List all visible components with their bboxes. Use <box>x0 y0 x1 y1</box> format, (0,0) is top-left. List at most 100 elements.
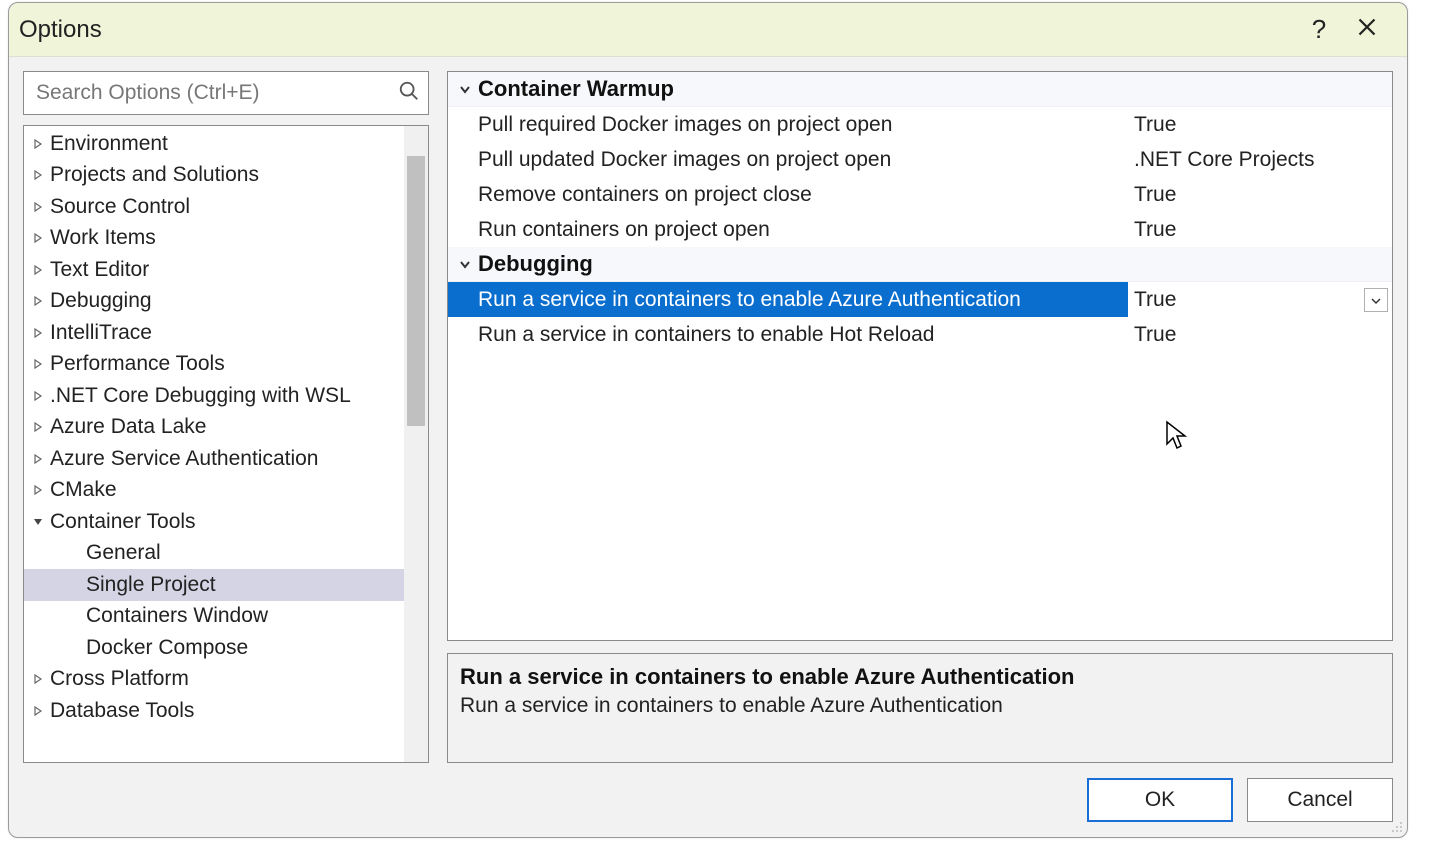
caret-right-icon <box>30 139 46 149</box>
help-button[interactable]: ? <box>1295 6 1343 54</box>
grid-cell-name: Pull updated Docker images on project op… <box>448 142 1128 177</box>
caret-right-icon <box>30 170 46 180</box>
caret-right-icon <box>30 265 46 275</box>
description-panel: Run a service in containers to enable Az… <box>447 653 1393 763</box>
tree-item[interactable]: Database Tools <box>24 695 428 727</box>
tree-item-label: Azure Data Lake <box>50 415 206 439</box>
description-title: Run a service in containers to enable Az… <box>460 664 1380 690</box>
chevron-down-icon <box>454 257 476 271</box>
tree-child-item[interactable]: Single Project <box>24 569 428 601</box>
tree-item-label: Containers Window <box>86 604 268 628</box>
tree-scrollbar-thumb[interactable] <box>407 156 425 426</box>
caret-right-icon <box>30 422 46 432</box>
caret-right-icon <box>30 454 46 464</box>
tree-item-label: Database Tools <box>50 699 194 723</box>
ok-button-label: OK <box>1145 788 1175 812</box>
tree-item-label: Projects and Solutions <box>50 163 259 187</box>
tree-item[interactable]: IntelliTrace <box>24 317 428 349</box>
tree-child-item[interactable]: Containers Window <box>24 601 428 633</box>
caret-down-icon <box>30 517 46 527</box>
tree-item-label: Environment <box>50 132 168 156</box>
tree-item[interactable]: Work Items <box>24 223 428 255</box>
tree-item[interactable]: .NET Core Debugging with WSL <box>24 380 428 412</box>
grid-group-title: Container Warmup <box>478 76 674 102</box>
close-button[interactable] <box>1343 6 1391 54</box>
grid-cell-name: Run a service in containers to enable Ho… <box>448 317 1128 352</box>
grid-row[interactable]: Pull updated Docker images on project op… <box>448 142 1392 177</box>
tree-item[interactable]: Debugging <box>24 286 428 318</box>
ok-button[interactable]: OK <box>1087 778 1233 822</box>
tree-item-label: .NET Core Debugging with WSL <box>50 384 351 408</box>
grid-cell-value[interactable]: True <box>1128 107 1392 142</box>
caret-right-icon <box>30 391 46 401</box>
grid-row[interactable]: Remove containers on project closeTrue <box>448 177 1392 212</box>
grid-cell-value[interactable]: True <box>1128 212 1392 247</box>
right-column: Container Warmup Pull required Docker ima… <box>447 71 1393 763</box>
property-grid: Container Warmup Pull required Docker ima… <box>447 71 1393 641</box>
caret-right-icon <box>30 233 46 243</box>
tree-item-label: Work Items <box>50 226 156 250</box>
dropdown-button[interactable] <box>1364 288 1388 312</box>
tree-item[interactable]: Azure Data Lake <box>24 412 428 444</box>
tree-item[interactable]: Container Tools <box>24 506 428 538</box>
caret-right-icon <box>30 674 46 684</box>
grid-cell-name: Pull required Docker images on project o… <box>448 107 1128 142</box>
help-icon: ? <box>1312 14 1326 45</box>
tree-item[interactable]: Performance Tools <box>24 349 428 381</box>
left-column: Environment Projects and Solutions Source … <box>23 71 429 763</box>
grid-cell-value[interactable]: True <box>1128 317 1392 352</box>
grid-cell-value[interactable]: True <box>1128 177 1392 212</box>
window-title: Options <box>19 16 102 44</box>
tree-item[interactable]: Source Control <box>24 191 428 223</box>
tree-item[interactable]: CMake <box>24 475 428 507</box>
cancel-button[interactable]: Cancel <box>1247 778 1393 822</box>
cancel-button-label: Cancel <box>1287 788 1352 812</box>
grid-row[interactable]: Run containers on project openTrue <box>448 212 1392 247</box>
tree-item-label: IntelliTrace <box>50 321 152 345</box>
grid-row[interactable]: Run a service in containers to enable Ho… <box>448 317 1392 352</box>
search-box[interactable] <box>23 71 429 115</box>
tree-item-label: Source Control <box>50 195 190 219</box>
tree-item-label: CMake <box>50 478 117 502</box>
grid-group-header[interactable]: Container Warmup <box>448 72 1392 107</box>
dialog-body: Environment Projects and Solutions Source … <box>9 57 1407 763</box>
tree-item[interactable]: Text Editor <box>24 254 428 286</box>
caret-right-icon <box>30 202 46 212</box>
tree-child-item[interactable]: Docker Compose <box>24 632 428 664</box>
grid-group-title: Debugging <box>478 251 593 277</box>
grid-cell-name: Remove containers on project close <box>448 177 1128 212</box>
grid-cell-name: Run a service in containers to enable Az… <box>448 282 1128 317</box>
chevron-down-icon <box>454 82 476 96</box>
caret-right-icon <box>30 296 46 306</box>
tree-item[interactable]: Azure Service Authentication <box>24 443 428 475</box>
grid-row[interactable]: Pull required Docker images on project o… <box>448 107 1392 142</box>
caret-right-icon <box>30 359 46 369</box>
search-icon <box>398 80 420 107</box>
resize-grip[interactable] <box>1389 819 1403 833</box>
tree-item-label: Single Project <box>86 573 216 597</box>
tree-item[interactable]: Projects and Solutions <box>24 160 428 192</box>
options-dialog: Options ? Environment Projects and Soluti… <box>8 2 1408 838</box>
description-text: Run a service in containers to enable Az… <box>460 694 1380 718</box>
grid-cell-value[interactable]: True <box>1128 282 1392 317</box>
close-icon <box>1357 17 1377 43</box>
tree-item-label: Docker Compose <box>86 636 248 660</box>
tree-item-label: Azure Service Authentication <box>50 447 319 471</box>
grid-cell-value[interactable]: .NET Core Projects <box>1128 142 1392 177</box>
nav-tree: Environment Projects and Solutions Source … <box>23 125 429 763</box>
caret-right-icon <box>30 328 46 338</box>
tree-item[interactable]: Environment <box>24 128 428 160</box>
chevron-down-icon <box>1371 288 1381 312</box>
tree-child-item[interactable]: General <box>24 538 428 570</box>
tree-item-label: General <box>86 541 161 565</box>
tree-scrollbar[interactable] <box>404 126 428 762</box>
grid-row[interactable]: Run a service in containers to enable Az… <box>448 282 1392 317</box>
search-input[interactable] <box>34 80 398 106</box>
tree-item[interactable]: Cross Platform <box>24 664 428 696</box>
caret-right-icon <box>30 706 46 716</box>
grid-cell-name: Run containers on project open <box>448 212 1128 247</box>
caret-right-icon <box>30 485 46 495</box>
tree-item-label: Container Tools <box>50 510 196 534</box>
tree-item-label: Cross Platform <box>50 667 189 691</box>
grid-group-header[interactable]: Debugging <box>448 247 1392 282</box>
